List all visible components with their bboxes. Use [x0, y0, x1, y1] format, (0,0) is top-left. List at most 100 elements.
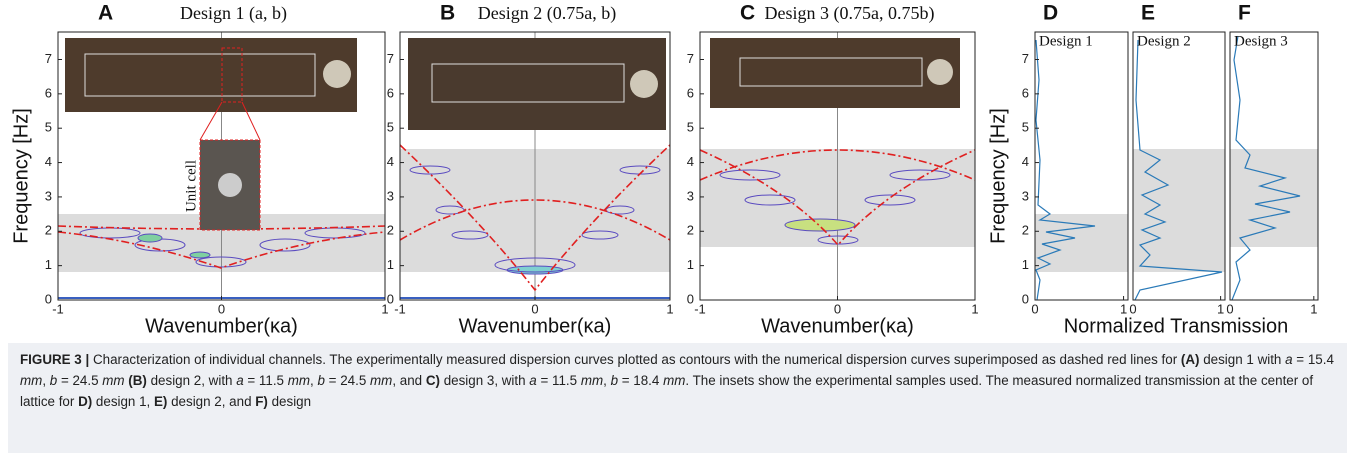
caption-text: = 24.5	[324, 373, 370, 388]
y-tick-label: 5	[45, 120, 52, 135]
x-tick-label: 1	[666, 301, 673, 316]
y-tick-label: 7	[45, 51, 52, 66]
y-tick-label: 2	[1022, 223, 1029, 238]
caption-text: = 11.5	[243, 373, 288, 388]
y-tick-label: 2	[387, 223, 394, 238]
x-tick-label: 1	[1217, 301, 1224, 316]
caption-text: mm	[663, 373, 686, 388]
panel-label: Design 2	[1137, 33, 1191, 49]
x-tick-label: 0	[1129, 301, 1136, 316]
panel-letter: D	[1043, 2, 1058, 25]
x-tick-label: 1	[1310, 301, 1317, 316]
panel-letter: A	[98, 2, 113, 25]
caption-text: = 24.5	[57, 373, 103, 388]
y-tick-label: 5	[1022, 120, 1029, 135]
y-tick-label: 4	[387, 154, 394, 169]
y-axis-label: Frequency [Hz]	[987, 108, 1009, 244]
caption-text: = 15.4	[1292, 352, 1334, 367]
caption-text: (B)	[124, 373, 147, 388]
caption-text: mm	[580, 373, 604, 388]
y-tick-label: 0	[687, 291, 694, 306]
x-tick-label: 0	[531, 301, 538, 316]
caption-text: design	[267, 394, 312, 409]
x-tick-label: 0	[1226, 301, 1233, 316]
plot-frame	[1229, 31, 1319, 301]
y-tick-label: 0	[1022, 291, 1029, 306]
caption-text: a	[1285, 352, 1293, 367]
panel-label: Design 3	[1234, 33, 1288, 49]
panel-title: Design 2 (0.75a, b)	[478, 3, 616, 24]
caption-text: (A)	[1180, 352, 1200, 367]
caption-text: b	[49, 373, 58, 388]
y-tick-label: 6	[387, 85, 394, 100]
y-tick-label: 1	[1022, 257, 1029, 272]
x-tick-label: -1	[694, 301, 706, 316]
panel-letter: E	[1141, 2, 1155, 25]
caption-text: b	[317, 373, 325, 388]
x-tick-label: 1	[1120, 301, 1127, 316]
y-tick-label: 7	[687, 51, 694, 66]
y-tick-label: 4	[1022, 154, 1029, 169]
figure: Unit cell Normalized Transmission A Desig…	[10, 2, 1319, 337]
panel-label: Design 1	[1039, 33, 1093, 49]
caption-text: design 1 with	[1199, 352, 1286, 367]
caption-text: a	[236, 373, 244, 388]
y-tick-label: 6	[687, 85, 694, 100]
caption-text: ,	[603, 373, 611, 388]
y-tick-label: 4	[687, 154, 694, 169]
x-tick-label: -1	[52, 301, 64, 316]
y-tick-label: 1	[387, 257, 394, 272]
y-tick-label: 4	[45, 154, 52, 169]
caption-text: E)	[154, 394, 168, 409]
y-tick-label: 5	[687, 120, 694, 135]
caption-text: C)	[425, 373, 440, 388]
caption-text: a	[529, 373, 537, 388]
plot-frame	[1132, 31, 1226, 301]
panel-title: Design 1 (a, b)	[180, 3, 287, 24]
x-axis-label: Wavenumber(κa)	[459, 315, 612, 337]
caption-text: Characterization of individual channels.…	[89, 352, 1181, 367]
caption-text: ,	[310, 373, 318, 388]
caption: FIGURE 3 | Characterization of individua…	[8, 343, 1347, 453]
caption-text: design 2, with	[146, 373, 237, 388]
y-tick-label: 2	[687, 223, 694, 238]
transmission-traces	[1035, 35, 1301, 301]
caption-text: b	[610, 373, 619, 388]
caption-text: = 18.4	[618, 373, 664, 388]
y-tick-label: 7	[1022, 51, 1029, 66]
caption-text: design 3, with	[439, 373, 530, 388]
y-tick-label: 1	[687, 257, 694, 272]
y-tick-label: 6	[45, 85, 52, 100]
y-tick-label: 0	[45, 291, 52, 306]
x-tick-label: 0	[1031, 301, 1038, 316]
caption-text: . The insets show the experimental sampl…	[20, 373, 1314, 409]
panel-letter: C	[740, 2, 755, 25]
caption-text: F)	[255, 394, 268, 409]
y-tick-label: 7	[387, 51, 394, 66]
caption-text: FIGURE 3 |	[20, 352, 90, 367]
x-tick-label: 1	[971, 301, 978, 316]
x-tick-label: 0	[218, 301, 225, 316]
caption-text: mm	[287, 373, 311, 388]
y-tick-label: 5	[387, 120, 394, 135]
y-tick-label: 0	[387, 291, 394, 306]
caption-text: mm	[20, 373, 43, 388]
y-tick-label: 3	[1022, 188, 1029, 203]
y-tick-label: 3	[387, 188, 394, 203]
caption-text: design 2, and	[167, 394, 256, 409]
caption-text: D)	[78, 394, 93, 409]
y-axis-label: Frequency [Hz]	[10, 108, 32, 244]
panel-letter: B	[440, 2, 455, 25]
caption-text: = 11.5	[536, 373, 581, 388]
caption-text: mm	[370, 373, 393, 388]
x-axis-label: Wavenumber(κa)	[761, 315, 914, 337]
caption-text: ,	[42, 373, 50, 388]
plot-frame	[1034, 31, 1129, 301]
x-axis-label: Wavenumber(κa)	[145, 315, 298, 337]
x-axis-label: Normalized Transmission	[1064, 315, 1289, 337]
caption-text: design 1,	[92, 394, 154, 409]
y-tick-label: 1	[45, 257, 52, 272]
panel-title: Design 3 (0.75a, 0.75b)	[765, 3, 935, 24]
y-tick-label: 6	[1022, 85, 1029, 100]
